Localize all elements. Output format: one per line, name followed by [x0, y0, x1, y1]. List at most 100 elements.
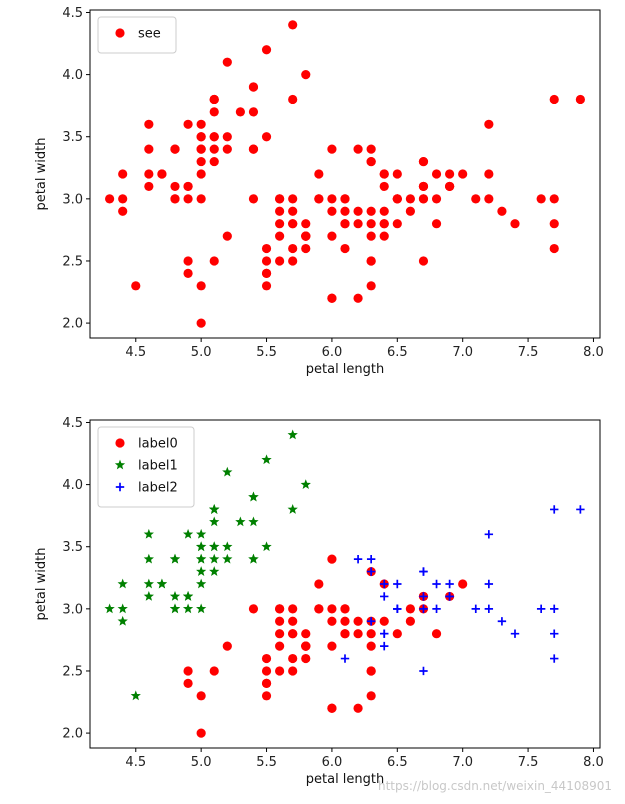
data-point-label2: [550, 505, 559, 514]
data-point-label0: [261, 653, 272, 664]
chart-1: 4.5 5.0 5.5 6.0 6.5 7.0 7.5 8.0 2.0 2.5 3.0 3.5 4.0 4…: [34, 6, 604, 377]
data-point-see: [431, 194, 442, 204]
data-point-see: [301, 219, 311, 229]
data-point-see: [170, 181, 180, 192]
data-point-see: [353, 219, 363, 229]
data-point-label1: [143, 578, 154, 589]
data-point-label0: [261, 691, 272, 701]
y-tick-label: 2.5: [62, 664, 83, 679]
x-tick-label: 5.5: [256, 345, 277, 360]
data-point-see: [288, 20, 298, 30]
data-point-see: [196, 169, 206, 179]
data-point-see: [575, 94, 585, 105]
data-point-label0: [275, 641, 285, 651]
chart-2: 4.5 5.0 5.5 6.0 6.5 7.0 7.5 8.0 2.0 2.5 3.0 3.5 4.0 4…: [34, 416, 604, 787]
data-point-see: [209, 107, 219, 117]
data-point-see: [196, 132, 206, 142]
data-point-label0: [248, 604, 259, 614]
legend-box: [97, 16, 177, 54]
data-point-see: [275, 194, 285, 204]
data-point-label0: [301, 653, 311, 664]
x-tick-label: 4.5: [125, 755, 146, 770]
data-point-label2: [536, 604, 546, 614]
data-point-see: [392, 219, 402, 229]
data-point-see: [431, 169, 442, 179]
data-point-see: [131, 281, 141, 291]
data-point-see: [222, 132, 232, 142]
data-point-see: [379, 206, 389, 216]
y-tick-label: 4.5: [62, 416, 83, 431]
data-point-see: [288, 94, 298, 105]
data-point-see: [196, 144, 206, 154]
data-point-see: [275, 256, 285, 266]
y-tick-label: 2.0: [62, 317, 83, 332]
data-point-see: [379, 181, 389, 192]
data-point-label1: [196, 541, 207, 552]
y-tick-label: 3.5: [62, 540, 83, 555]
data-point-see: [144, 181, 154, 192]
data-point-label2: [497, 617, 507, 626]
x-tick-label: 7.0: [452, 755, 473, 770]
data-point-label1: [261, 454, 272, 465]
data-point-see: [288, 256, 298, 266]
data-point-label1: [117, 615, 128, 626]
data-point-see: [418, 256, 429, 266]
legend-marker-see: [115, 28, 125, 38]
data-point-see: [144, 169, 154, 179]
data-point-label0: [366, 666, 376, 676]
data-point-label2: [340, 654, 350, 663]
data-point-see: [261, 243, 272, 254]
x-tick-label: 6.5: [387, 755, 408, 770]
data-point-label1: [156, 578, 168, 589]
data-point-see: [196, 194, 206, 204]
data-point-see: [248, 107, 259, 117]
data-point-see: [418, 181, 429, 192]
data-point-see: [209, 256, 219, 266]
data-point-see: [196, 156, 206, 167]
legend-marker-label1: [114, 459, 126, 470]
data-point-see: [366, 281, 376, 291]
watermark-text: https://blog.csdn.net/weixin_44108901: [378, 779, 612, 793]
data-point-label0: [288, 666, 298, 676]
plot-frame: [89, 9, 601, 339]
data-point-label2: [484, 530, 494, 539]
x-tick-label: 6.0: [322, 345, 343, 360]
data-point-see: [353, 293, 363, 303]
data-point-see: [288, 194, 298, 204]
data-point-label0: [327, 554, 337, 564]
data-point-see: [549, 219, 559, 229]
data-point-see: [379, 169, 389, 179]
data-point-see: [510, 219, 520, 229]
data-point-see: [379, 231, 389, 241]
x-tick-label: 8.0: [583, 755, 604, 770]
data-point-label1: [117, 578, 128, 589]
data-point-see: [366, 156, 376, 167]
data-point-label1: [209, 541, 220, 552]
data-point-label0: [314, 604, 324, 614]
data-point-see: [275, 231, 285, 241]
data-point-label1: [196, 553, 207, 564]
data-point-see: [183, 194, 193, 204]
data-point-label1: [222, 466, 233, 477]
series-label2: [340, 505, 585, 676]
data-point-see: [327, 293, 337, 303]
data-point-label2: [419, 666, 428, 676]
x-tick-label: 6.5: [387, 345, 408, 360]
data-point-label0: [301, 629, 311, 639]
data-point-label2: [550, 629, 559, 638]
x-tick-label: 7.0: [452, 345, 473, 360]
data-point-label0: [353, 616, 363, 626]
data-point-see: [183, 181, 193, 192]
data-point-label1: [248, 516, 259, 527]
legend-label: label2: [138, 481, 178, 496]
data-point-label1: [169, 591, 181, 601]
data-point-see: [118, 194, 128, 204]
data-point-label0: [275, 666, 285, 676]
data-point-label1: [182, 528, 194, 539]
data-point-see: [405, 206, 415, 216]
data-point-label2: [419, 592, 428, 601]
data-point-label0: [275, 604, 285, 614]
data-point-see: [288, 219, 298, 229]
y-tick-label: 4.0: [62, 478, 83, 493]
data-point-see: [196, 119, 206, 129]
